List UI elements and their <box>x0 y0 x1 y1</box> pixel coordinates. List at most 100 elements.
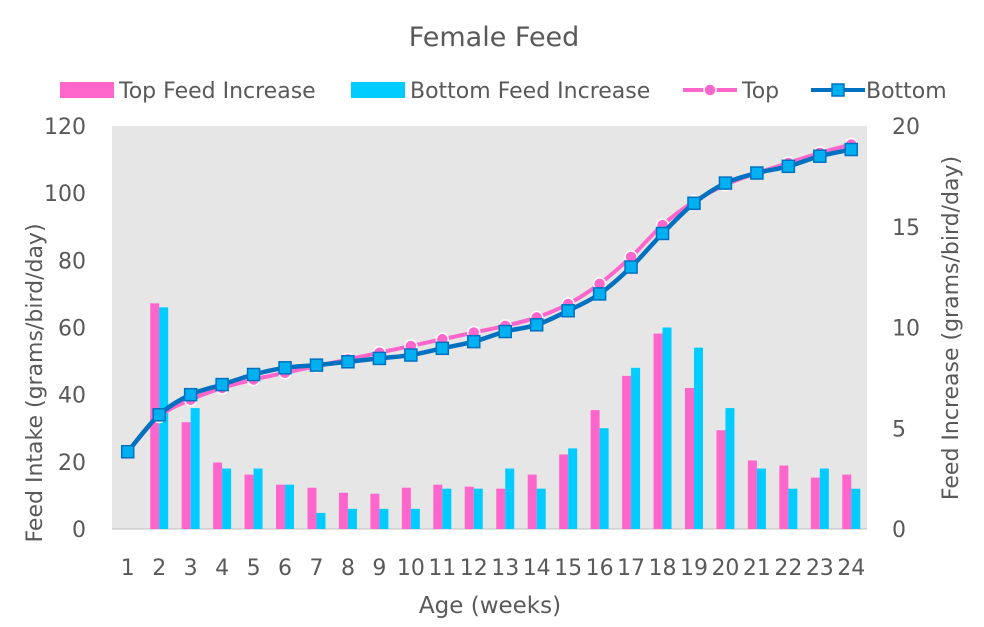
bar-top-feed-increase-6 <box>276 484 286 529</box>
point-bottom-24 <box>844 142 859 157</box>
y-left-tick-100: 100 <box>44 182 86 207</box>
point-bottom-6 <box>278 361 292 375</box>
x-tick-11: 11 <box>428 556 456 581</box>
bar-top-feed-increase-21 <box>747 460 757 529</box>
point-bottom-23 <box>813 149 827 163</box>
chart-title: Female Feed <box>409 22 580 53</box>
x-tick-6: 6 <box>278 556 292 581</box>
point-bottom-1 <box>120 445 135 459</box>
x-tick-10: 10 <box>397 556 425 581</box>
point-bottom-22 <box>781 159 796 174</box>
point-bottom-4 <box>215 377 229 392</box>
bar-bottom-feed-increase-20 <box>725 408 735 529</box>
bar-top-feed-increase-17 <box>622 375 632 529</box>
x-tick-19: 19 <box>680 556 708 581</box>
right-axis-ticks: 0 5 10 15 20 <box>892 115 920 543</box>
point-bottom-12 <box>467 334 481 349</box>
y-left-tick-120: 120 <box>44 115 86 140</box>
bar-top-feed-increase-13 <box>496 488 506 529</box>
point-bottom-21 <box>750 166 764 180</box>
bar-top-feed-increase-16 <box>590 410 600 529</box>
bar-bottom-feed-increase-22 <box>788 488 798 529</box>
point-bottom-3 <box>183 387 198 402</box>
legend-marker-top <box>703 83 717 97</box>
point-bottom-15 <box>561 303 575 318</box>
point-bottom-2 <box>152 408 166 422</box>
legend-label-top-feed-increase: Top Feed Increase <box>118 79 316 104</box>
x-tick-14: 14 <box>523 556 551 581</box>
x-tick-16: 16 <box>586 556 614 581</box>
bar-top-feed-increase-4 <box>213 462 223 529</box>
bar-bottom-feed-increase-15 <box>568 448 578 529</box>
bar-top-feed-increase-8 <box>338 492 348 529</box>
bar-bottom-feed-increase-11 <box>442 488 452 529</box>
bar-bottom-feed-increase-6 <box>285 484 295 529</box>
y-right-tick-0: 0 <box>892 518 906 543</box>
point-bottom-17 <box>624 260 638 274</box>
bar-top-feed-increase-14 <box>527 474 537 529</box>
y-axis-right-title: Feed Increase (grams/bird/day) <box>939 156 964 500</box>
point-bottom-8 <box>341 355 355 369</box>
y-right-tick-15: 15 <box>892 216 920 241</box>
x-tick-21: 21 <box>743 556 771 581</box>
bar-bottom-feed-increase-18 <box>662 327 672 529</box>
bar-top-feed-increase-19 <box>684 387 694 529</box>
y-right-tick-10: 10 <box>892 317 920 342</box>
y-axis-left-title: Feed Intake (grams/bird/day) <box>23 223 48 542</box>
bar-bottom-feed-increase-14 <box>536 488 546 529</box>
point-bottom-11 <box>435 341 450 356</box>
y-right-tick-5: 5 <box>892 417 906 442</box>
bar-top-feed-increase-9 <box>370 493 380 529</box>
legend-swatch-bottom-feed-increase <box>351 82 405 98</box>
bar-top-feed-increase-23 <box>810 477 820 529</box>
bar-bottom-feed-increase-4 <box>222 468 232 529</box>
legend-swatch-top-feed-increase <box>60 82 114 98</box>
bar-bottom-feed-increase-3 <box>190 408 200 529</box>
bar-bottom-feed-increase-16 <box>599 428 609 529</box>
bar-top-feed-increase-7 <box>307 487 317 529</box>
point-bottom-7 <box>309 358 324 372</box>
x-tick-1: 1 <box>121 556 135 581</box>
legend: Top Feed Increase Bottom Feed Increase T… <box>60 79 947 104</box>
bar-bottom-feed-increase-19 <box>693 347 703 529</box>
point-bottom-19 <box>687 196 701 210</box>
legend-marker-bottom <box>831 83 845 97</box>
x-tick-2: 2 <box>152 556 166 581</box>
x-tick-13: 13 <box>491 556 519 581</box>
bar-bottom-feed-increase-10 <box>410 508 420 529</box>
bar-top-feed-increase-11 <box>433 484 443 529</box>
lines <box>120 137 859 459</box>
legend-label-top: Top <box>741 79 779 104</box>
x-tick-18: 18 <box>649 556 677 581</box>
bar-top-feed-increase-5 <box>244 474 254 529</box>
y-left-tick-60: 60 <box>58 317 86 342</box>
point-bottom-14 <box>529 318 544 332</box>
x-tick-17: 17 <box>617 556 645 581</box>
bar-bottom-feed-increase-17 <box>631 367 641 529</box>
x-tick-15: 15 <box>554 556 582 581</box>
y-left-tick-20: 20 <box>58 451 86 476</box>
x-tick-23: 23 <box>806 556 834 581</box>
bar-top-feed-increase-22 <box>779 465 789 529</box>
bar-top-feed-increase-18 <box>653 333 663 529</box>
x-tick-22: 22 <box>774 556 802 581</box>
x-axis-title: Age (weeks) <box>419 593 561 619</box>
point-bottom-5 <box>246 367 261 382</box>
x-axis-ticks: 1 2 3 4 5 6 7 8 9 10 11 12 13 14 15 16 17 18 19 20 21 22 23 24 <box>121 556 866 581</box>
bar-top-feed-increase-20 <box>716 430 726 529</box>
point-bottom-9 <box>372 351 387 366</box>
bar-top-feed-increase-3 <box>181 422 191 529</box>
x-tick-3: 3 <box>184 556 198 581</box>
bar-bottom-feed-increase-24 <box>851 488 861 529</box>
left-axis-ticks: 0 20 40 60 80 100 120 <box>44 115 86 543</box>
bar-bottom-feed-increase-7 <box>316 512 326 529</box>
y-left-tick-80: 80 <box>58 249 86 274</box>
x-tick-12: 12 <box>460 556 488 581</box>
bar-bottom-feed-increase-8 <box>347 508 357 529</box>
bar-top-feed-increase-10 <box>401 487 411 529</box>
bar-bottom-feed-increase-21 <box>756 468 766 529</box>
x-tick-9: 9 <box>372 556 386 581</box>
legend-label-bottom-feed-increase: Bottom Feed Increase <box>410 79 650 104</box>
bar-bottom-feed-increase-5 <box>253 468 263 529</box>
x-tick-4: 4 <box>215 556 229 581</box>
